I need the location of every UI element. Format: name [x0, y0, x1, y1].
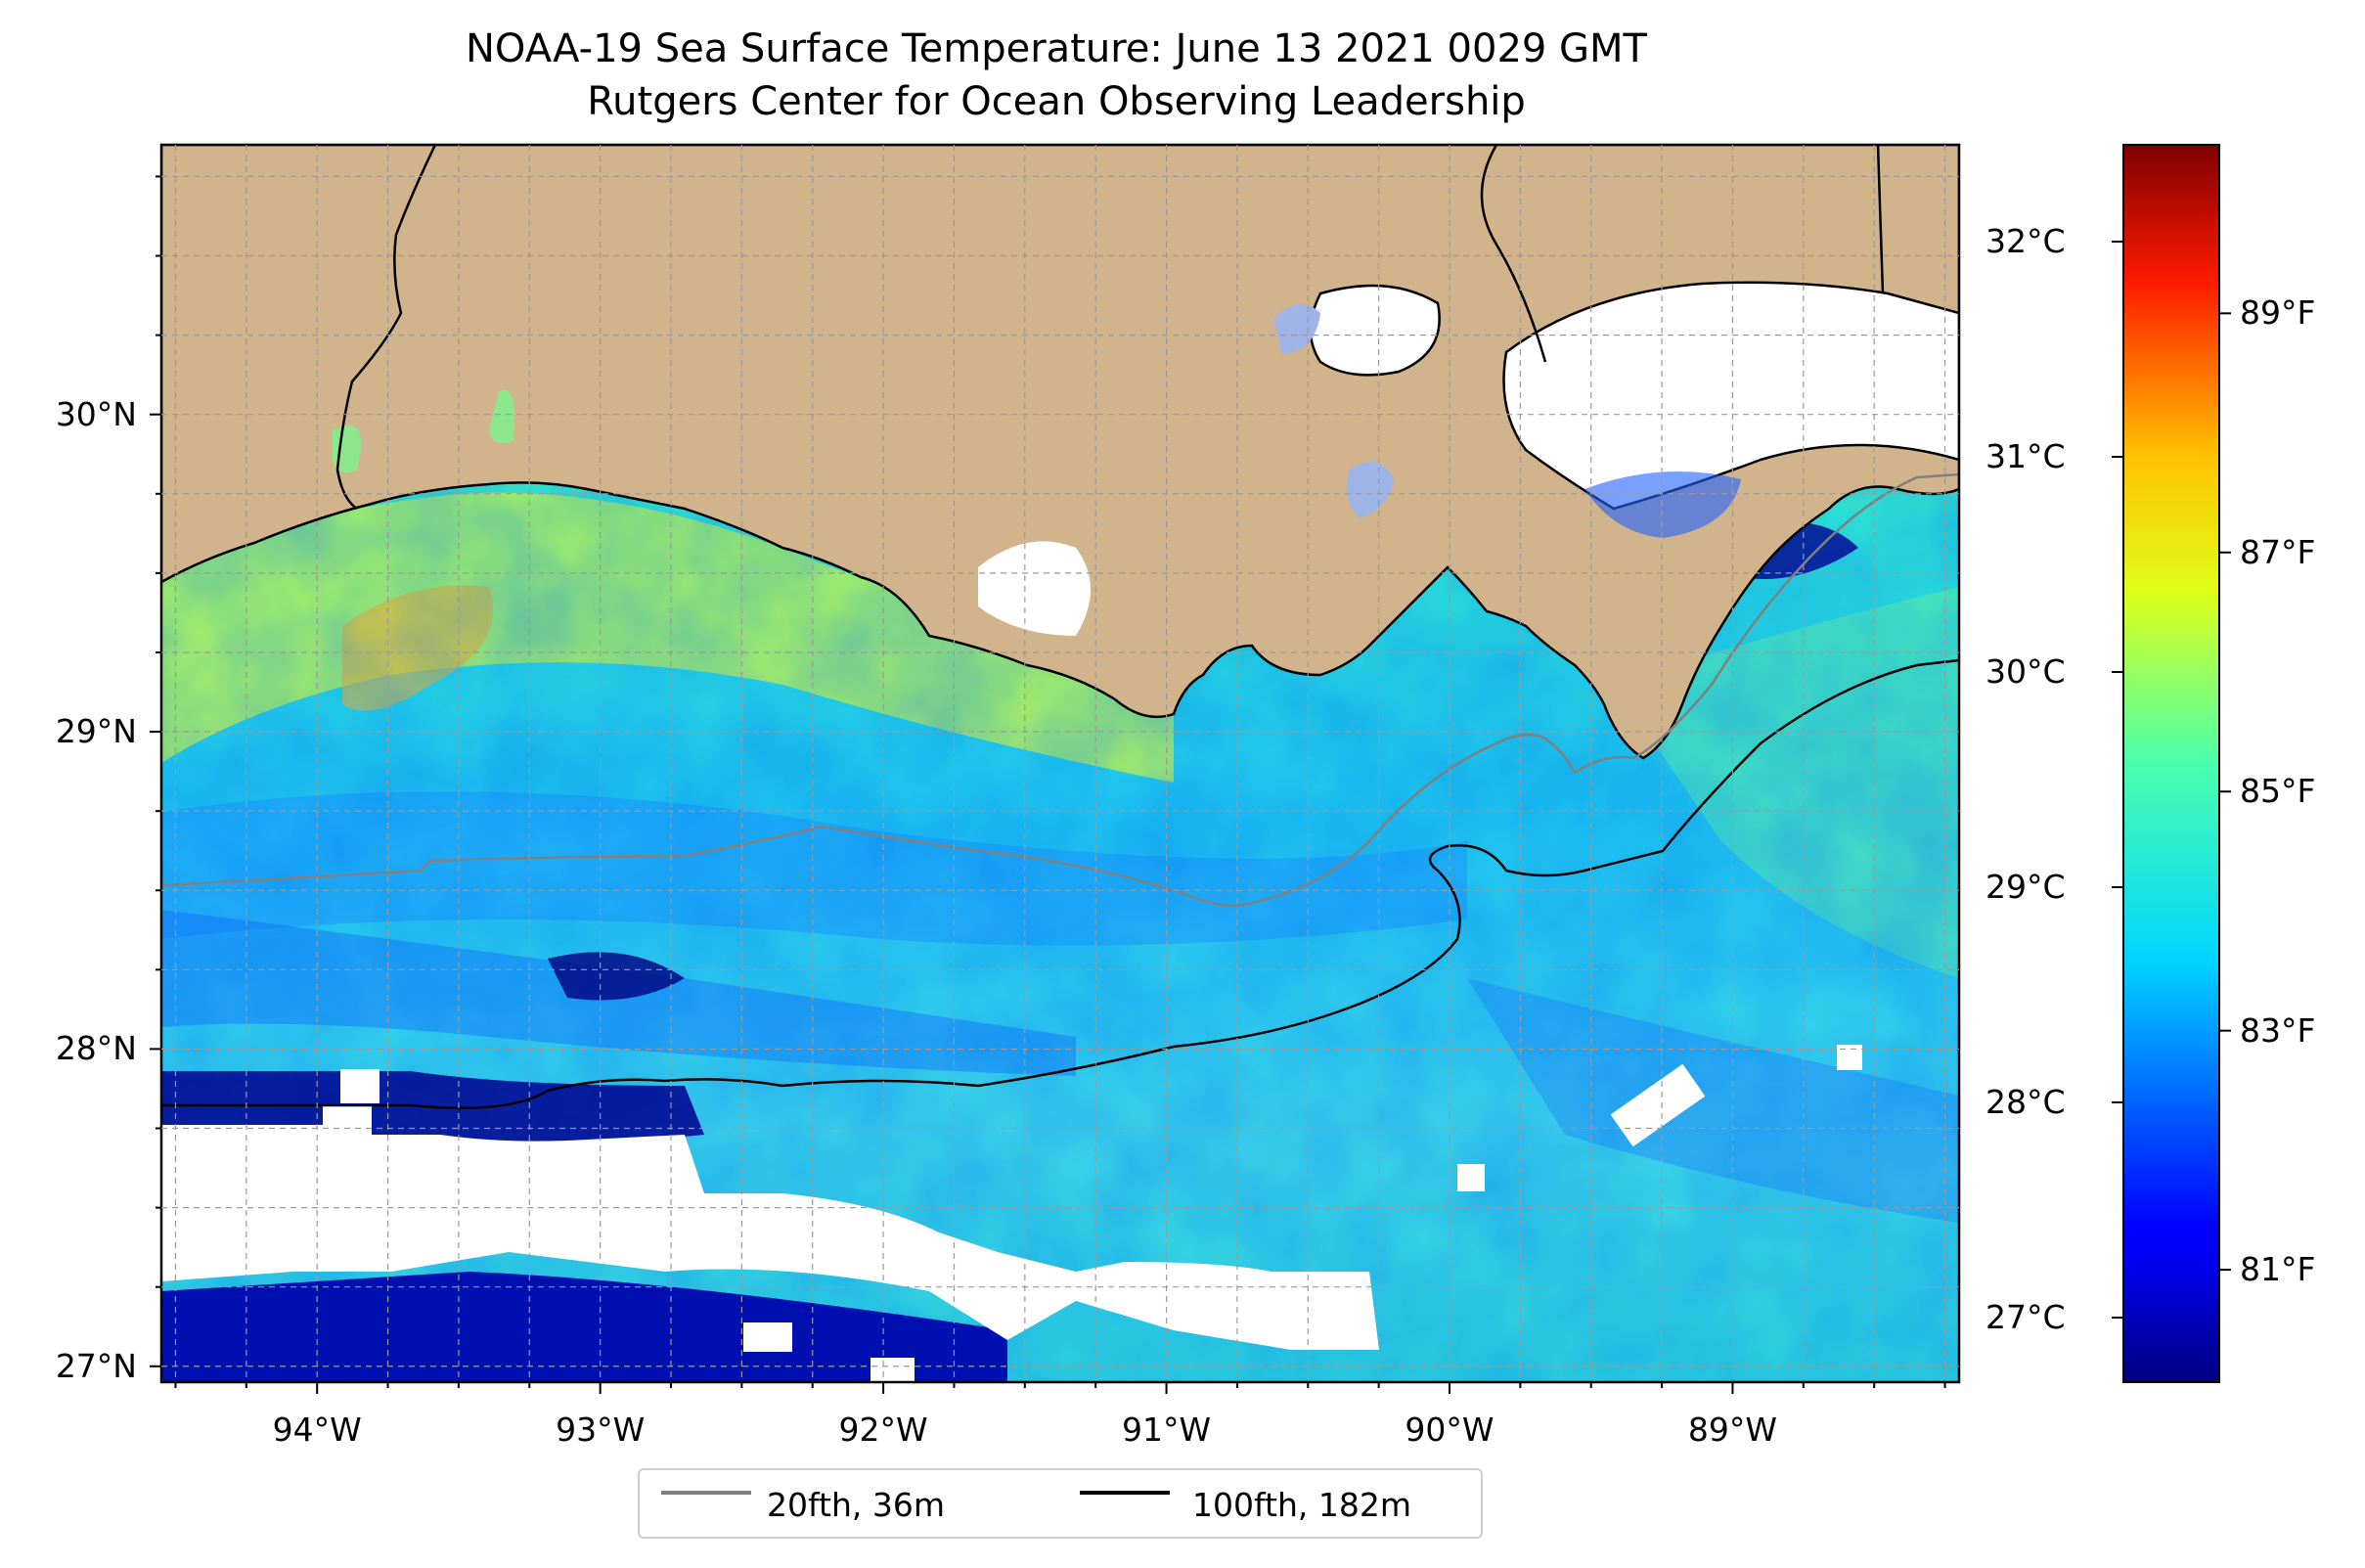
lon-tick-label: 92°W — [838, 1411, 928, 1449]
legend-label-100fth: 100fth, 182m — [1192, 1486, 1411, 1524]
legend: 20fth, 36m 100fth, 182m — [638, 1468, 1483, 1539]
lon-tick-label: 91°W — [1121, 1411, 1212, 1449]
lat-tick-label: 30°N — [55, 394, 137, 433]
gridlines — [161, 145, 1959, 1382]
colorbar-label-celsius: 29°C — [1986, 868, 2066, 906]
chart-subtitle: Rutgers Center for Ocean Observing Leade… — [587, 79, 1526, 124]
lon-tick-label: 90°W — [1405, 1411, 1495, 1449]
no-data-region — [161, 1105, 1379, 1350]
lon-tick-label: 94°W — [272, 1411, 362, 1449]
colorbar-label-fahrenheit: 87°F — [2240, 532, 2316, 571]
colorbar-label-fahrenheit: 81°F — [2240, 1250, 2316, 1289]
chart-title: NOAA-19 Sea Surface Temperature: June 13… — [465, 26, 1647, 71]
colorbar-label-celsius: 28°C — [1986, 1083, 2066, 1121]
axis-ticks — [150, 175, 1946, 1394]
lat-tick-label: 27°N — [55, 1346, 137, 1385]
legend-line-100fth — [1080, 1491, 1170, 1495]
lon-tick-label: 93°W — [556, 1411, 646, 1449]
cold-pocket — [161, 1272, 1007, 1382]
colorbar-ticks — [2112, 241, 2231, 1319]
colorbar-label-fahrenheit: 89°F — [2240, 293, 2316, 333]
lon-tick-label: 89°W — [1687, 1411, 1777, 1449]
colorbar-label-fahrenheit: 85°F — [2240, 772, 2316, 811]
colorbar — [2122, 144, 2220, 1383]
land — [161, 145, 1959, 760]
colorbar-label-celsius: 32°C — [1986, 222, 2066, 260]
plot-frame — [159, 143, 1961, 1384]
colorbar-label-celsius: 27°C — [1986, 1298, 2066, 1336]
colorbar-label-fahrenheit: 83°F — [2240, 1010, 2316, 1050]
legend-label-20fth: 20fth, 36m — [767, 1486, 945, 1524]
legend-line-20fth — [661, 1491, 751, 1495]
contour-100fth — [161, 658, 1959, 1110]
contour-20fth — [161, 472, 1959, 908]
colorbar-label-celsius: 31°C — [1986, 437, 2066, 475]
lat-tick-label: 29°N — [55, 712, 137, 751]
lat-tick-label: 28°N — [55, 1029, 137, 1068]
colorbar-label-celsius: 30°C — [1986, 652, 2066, 691]
